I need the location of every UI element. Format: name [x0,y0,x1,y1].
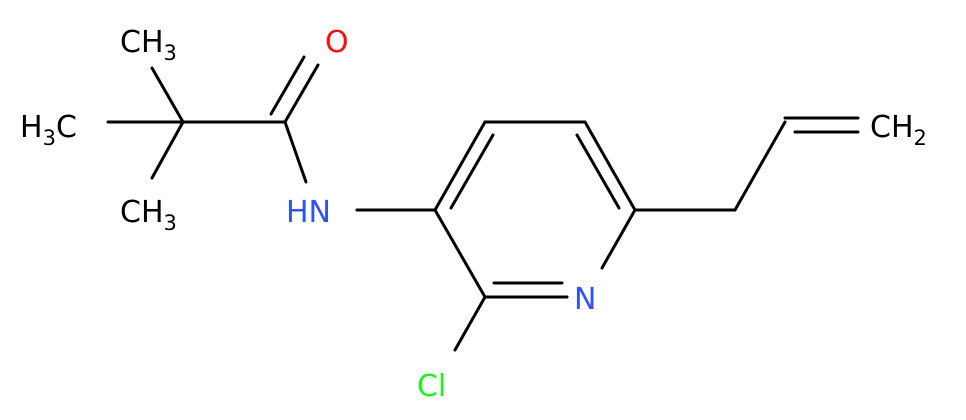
bond [600,208,637,270]
label-part: Cl [417,369,446,404]
atom-label: HN [286,195,331,230]
label-part: CH [870,110,914,145]
atom-label: N [574,282,596,317]
label-part: H [20,110,43,145]
label-part: N [574,282,596,317]
label-part: HN [286,195,331,230]
atom-label: H3C [20,110,77,150]
atom-label: CH2 [870,110,927,150]
bond [575,133,621,210]
bonds [106,55,860,352]
bond [283,120,308,184]
bond [433,208,487,299]
label-subscript: 3 [164,211,177,235]
label-part: CH [120,195,164,230]
atom-label: CH3 [120,25,177,65]
label-part: CH [120,25,164,60]
label-part: C [56,110,77,145]
bond [583,120,637,212]
bond [733,120,787,212]
bond [433,120,487,212]
atom-label: CH3 [120,195,177,235]
label-subscript: 2 [914,126,927,150]
label-subscript: 3 [164,41,177,65]
bond [449,133,495,210]
bond [283,63,320,124]
bond [269,55,306,116]
atom-label: O [325,25,349,60]
atom-label: Cl [417,369,446,404]
label-part: O [325,25,349,60]
bond [150,66,185,124]
bond [453,295,487,352]
label-subscript: 3 [43,126,56,150]
bond [150,120,185,180]
